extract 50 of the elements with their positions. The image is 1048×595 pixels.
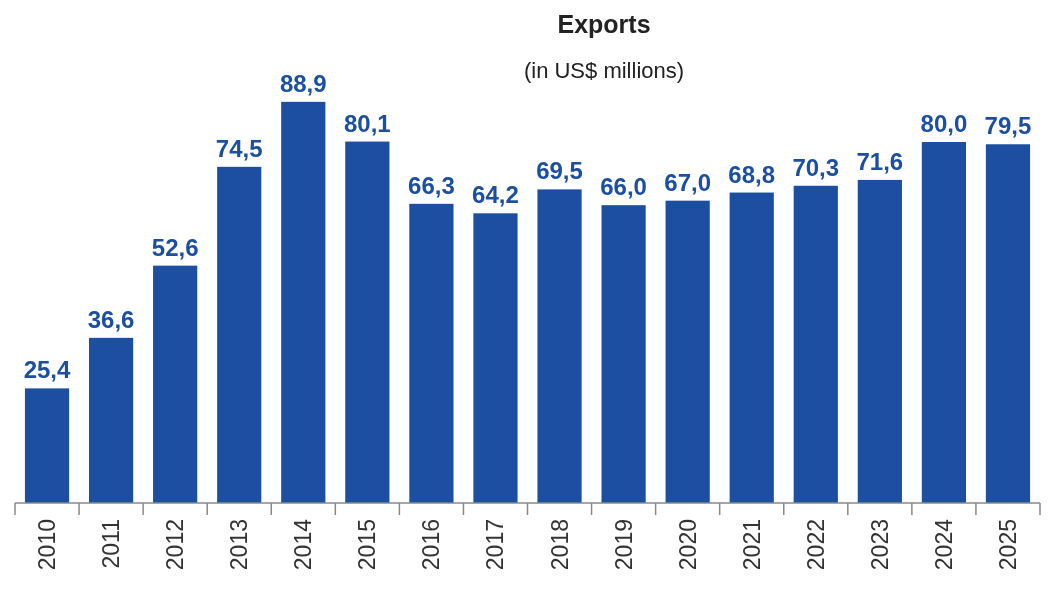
x-tick-label: 2010 xyxy=(34,519,61,571)
bar xyxy=(473,213,518,503)
x-tick-label: 2016 xyxy=(418,519,445,571)
x-tick-label: 2015 xyxy=(354,519,381,571)
data-label: 88,9 xyxy=(279,69,327,97)
data-label: 79,5 xyxy=(984,112,1032,140)
x-tick-label: 2017 xyxy=(482,519,509,571)
x-tick-label: 2020 xyxy=(674,519,701,571)
data-label: 70,3 xyxy=(792,153,840,181)
x-tick-label: 2024 xyxy=(930,518,957,571)
chart-subtitle: (in US$ millions) xyxy=(523,58,685,83)
x-tick-label: 2011 xyxy=(98,519,125,569)
bar xyxy=(729,192,774,503)
data-label: 74,5 xyxy=(215,134,263,162)
x-tick-label: 2021 xyxy=(738,519,765,571)
data-label: 80,1 xyxy=(343,109,391,137)
x-tick-label: 2014 xyxy=(290,518,317,571)
bar xyxy=(537,189,582,503)
data-label: 25,4 xyxy=(23,356,72,384)
bar xyxy=(345,141,390,503)
bar xyxy=(793,185,838,503)
bar xyxy=(985,144,1031,503)
x-tick-label: 2012 xyxy=(162,519,189,571)
bar xyxy=(88,337,134,503)
data-label: 66,0 xyxy=(600,173,647,201)
data-label: 64,2 xyxy=(472,181,519,209)
data-label: 80,0 xyxy=(920,110,968,138)
bar xyxy=(24,388,70,503)
x-tick-label: 2013 xyxy=(226,519,253,571)
bar xyxy=(217,166,262,503)
x-tick-label: 2019 xyxy=(610,519,637,571)
bar xyxy=(281,101,326,503)
data-label: 69,5 xyxy=(536,157,583,185)
bar xyxy=(601,205,646,503)
chart-title: Exports xyxy=(557,10,651,38)
bar xyxy=(665,200,710,503)
data-label: 68,8 xyxy=(728,160,776,188)
data-label: 52,6 xyxy=(151,233,199,261)
x-tick-label: 2018 xyxy=(546,519,573,571)
data-label: 71,6 xyxy=(856,147,904,175)
bar xyxy=(921,142,967,503)
x-tick-label: 2025 xyxy=(994,519,1021,571)
x-tick-label: 2023 xyxy=(866,519,893,571)
data-label: 36,6 xyxy=(87,305,135,333)
bar xyxy=(409,203,454,503)
bar xyxy=(857,179,902,503)
bar xyxy=(153,265,198,503)
x-tick-label: 2022 xyxy=(802,519,829,571)
data-label: 67,0 xyxy=(664,168,712,196)
data-label: 66,3 xyxy=(408,171,455,199)
